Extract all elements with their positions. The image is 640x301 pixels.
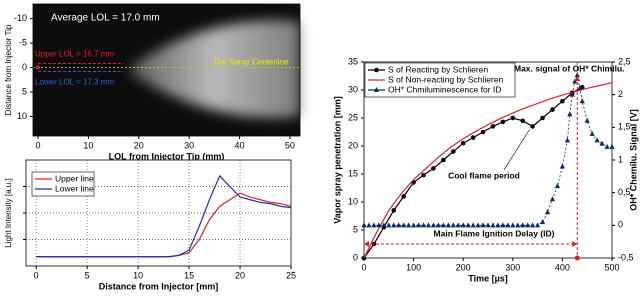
point-marker bbox=[461, 141, 466, 146]
x-axis-label: Distance from Injector [mm] bbox=[99, 281, 219, 291]
y-tick-label: 10 bbox=[348, 196, 358, 206]
x-tick-label: 40 bbox=[235, 140, 245, 150]
x-tick-label: 0 bbox=[36, 140, 41, 150]
point-marker bbox=[511, 116, 516, 121]
y-axis-label: Vapor spray penetration [mm] bbox=[332, 96, 342, 224]
y2-tick-label: 0 bbox=[618, 220, 623, 230]
point-marker bbox=[520, 119, 525, 124]
y-tick-label: 15 bbox=[348, 168, 358, 178]
x-tick-label: 10 bbox=[133, 270, 143, 280]
x-tick-label: 5 bbox=[85, 270, 90, 280]
annotation: Lower LOL = 17.3 mm bbox=[35, 78, 114, 87]
y2-tick-label: 2 bbox=[618, 89, 623, 99]
page: Average LOL = 17.0 mm Upper LOL = 16.7 mm… bbox=[0, 0, 640, 296]
annotation: Main Flame Ignition Delay (ID) bbox=[434, 228, 555, 238]
legend-label: Upper line bbox=[55, 173, 94, 183]
x-tick-label: 500 bbox=[604, 262, 619, 272]
point-marker bbox=[441, 158, 446, 163]
point-marker bbox=[391, 208, 396, 213]
injector-dot bbox=[36, 66, 40, 70]
x-tick-label: 20 bbox=[134, 140, 144, 150]
x-tick-label: 15 bbox=[184, 270, 194, 280]
x-tick-label: 20 bbox=[235, 270, 245, 280]
point-marker bbox=[491, 124, 496, 129]
point-marker bbox=[451, 149, 456, 154]
point-marker bbox=[431, 166, 436, 171]
legend-label: Lower line bbox=[55, 183, 94, 193]
annotation: Average LOL = 17.0 mm bbox=[51, 13, 160, 24]
y-tick-label: 10 bbox=[17, 111, 27, 121]
y-tick-label: -10 bbox=[14, 13, 27, 23]
y-tick-label: 5 bbox=[353, 224, 358, 234]
annotation: Cool flame period bbox=[448, 170, 520, 180]
ignition-point bbox=[575, 256, 580, 261]
x-tick-label: 25 bbox=[286, 270, 296, 280]
y-tick-label: 30 bbox=[348, 84, 358, 94]
annotation: Max. signal of OH* Chimilu. bbox=[514, 63, 625, 73]
point-marker bbox=[501, 120, 506, 125]
y2-axis-label: OH* Chemilu. Signal [V] bbox=[628, 109, 638, 211]
x-tick-label: 0 bbox=[361, 262, 366, 272]
x-tick-label: 400 bbox=[555, 262, 570, 272]
x-tick-label: 200 bbox=[456, 262, 471, 272]
annotation: Upper LOL = 16.7 mm bbox=[35, 50, 114, 59]
point-marker bbox=[540, 116, 545, 121]
y-tick-label: 25 bbox=[348, 112, 358, 122]
point-marker bbox=[550, 107, 555, 112]
legend-label: OH* Chmiluminescence for ID bbox=[388, 84, 501, 94]
x-tick-label: 30 bbox=[184, 140, 194, 150]
x-tick-label: 50 bbox=[285, 140, 295, 150]
figure: Average LOL = 17.0 mm Upper LOL = 16.7 mm… bbox=[0, 0, 640, 296]
point-marker bbox=[560, 99, 565, 104]
point-marker bbox=[401, 194, 406, 199]
y-tick-label: 5 bbox=[22, 86, 27, 96]
x-tick-label: 10 bbox=[83, 140, 93, 150]
annotation: The Spray Centerline bbox=[213, 58, 289, 67]
legend-label: S of Reacting by Schlieren bbox=[388, 64, 488, 74]
y-tick-label: 0 bbox=[353, 252, 358, 262]
point-marker bbox=[421, 173, 426, 178]
legend-label: S of Non-reacting by Schlieren bbox=[388, 74, 504, 84]
x-axis-label: Time [µs] bbox=[468, 273, 508, 283]
x-tick-label: 0 bbox=[34, 270, 39, 280]
point-marker bbox=[481, 130, 486, 135]
y-tick-label: 0 bbox=[22, 62, 27, 72]
y-tick-label: 35 bbox=[348, 56, 358, 66]
y-axis-label: Light Intensity [a.u.] bbox=[4, 178, 13, 247]
y-tick-label: 20 bbox=[348, 140, 358, 150]
y-tick-label: -5 bbox=[19, 37, 27, 47]
x-tick-label: 100 bbox=[406, 262, 421, 272]
point-marker bbox=[471, 135, 476, 140]
y-axis-label: Distance from Injector Tip bbox=[4, 24, 13, 115]
x-tick-label: 300 bbox=[505, 262, 520, 272]
y2-tick-label: -0,5 bbox=[618, 252, 634, 262]
legend-marker bbox=[374, 68, 379, 73]
point-marker bbox=[530, 124, 535, 129]
y2-tick-label: 1 bbox=[618, 154, 623, 164]
